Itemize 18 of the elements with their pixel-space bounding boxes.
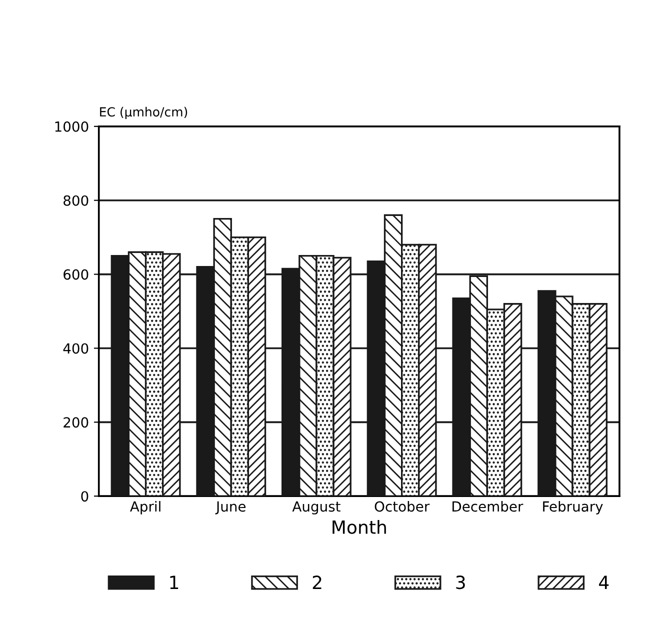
y-tick-label: 200 xyxy=(64,417,88,428)
legend-label: 3 xyxy=(456,576,465,590)
y-tick-label: 0 xyxy=(81,491,88,502)
legend-label: 4 xyxy=(599,576,609,589)
x-tick-label: August xyxy=(292,501,340,514)
x-tick-label: April xyxy=(130,500,160,514)
x-tick-label: June xyxy=(215,501,246,514)
x-tick-label: February xyxy=(543,500,603,514)
x-tick-label: October xyxy=(374,500,430,512)
x-axis-title: Month xyxy=(332,520,386,534)
y-tick-label: 400 xyxy=(63,343,88,354)
y-axis-title: EC (µmho/cm) xyxy=(100,106,188,120)
legend-label: 2 xyxy=(312,576,322,589)
legend-label: 1 xyxy=(170,576,178,589)
y-tick-label: 800 xyxy=(64,195,88,206)
x-tick-label: December xyxy=(452,500,524,512)
y-tick-label: 600 xyxy=(64,269,88,280)
y-tick-label: 1000 xyxy=(55,121,88,132)
